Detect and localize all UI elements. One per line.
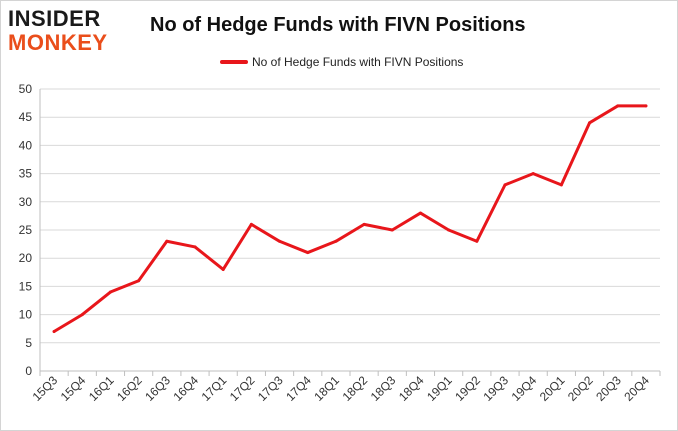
logo-line-1: INSIDER	[8, 6, 101, 31]
y-tick-label: 40	[19, 138, 33, 152]
x-tick-label: 18Q1	[311, 373, 342, 404]
data-point	[80, 313, 84, 317]
data-point	[165, 239, 169, 243]
chart-title: No of Hedge Funds with FIVN Positions	[150, 14, 526, 36]
data-point	[447, 228, 451, 232]
data-point	[588, 121, 592, 125]
data-point	[278, 239, 282, 243]
data-point	[306, 251, 310, 255]
data-point	[221, 267, 225, 271]
x-tick-label: 17Q4	[283, 373, 314, 404]
y-tick-labels: 0 5 10 15 20 25 30 35 40 45 50	[19, 82, 33, 378]
x-tick-label: 16Q3	[142, 373, 173, 404]
x-tick-label: 18Q3	[368, 373, 399, 404]
y-tick-label: 35	[19, 167, 33, 181]
data-point	[52, 330, 56, 334]
data-point	[193, 245, 197, 249]
data-point	[390, 228, 394, 232]
insider-monkey-logo: INSIDER MONKEY	[8, 6, 128, 54]
axes	[39, 89, 661, 376]
y-tick-label: 15	[19, 279, 33, 293]
gridlines	[40, 88, 660, 372]
y-tick-label: 25	[19, 223, 33, 237]
data-point	[108, 290, 112, 294]
data-point	[137, 279, 141, 283]
data-point	[644, 104, 648, 108]
data-point	[616, 104, 620, 108]
x-tick-labels: 15Q315Q416Q116Q216Q316Q417Q117Q217Q317Q4…	[30, 373, 653, 404]
x-tick-label: 19Q3	[480, 373, 511, 404]
x-tick-label: 20Q4	[621, 373, 652, 404]
x-tick-label: 20Q3	[593, 373, 624, 404]
series-line-0	[52, 104, 648, 334]
legend-label: No of Hedge Funds with FIVN Positions	[252, 55, 464, 69]
data-point	[249, 222, 253, 226]
x-tick-label: 15Q3	[30, 373, 61, 404]
x-tick-label: 17Q3	[255, 373, 286, 404]
x-tick-label: 16Q2	[114, 373, 145, 404]
y-tick-label: 45	[19, 110, 33, 124]
data-point	[475, 239, 479, 243]
data-point	[334, 239, 338, 243]
y-tick-label: 10	[19, 308, 33, 322]
chart-legend: No of Hedge Funds with FIVN Positions	[220, 54, 463, 70]
legend-swatch	[220, 60, 248, 64]
y-tick-label: 50	[19, 82, 33, 96]
data-point	[418, 211, 422, 215]
x-tick-label: 19Q4	[509, 373, 540, 404]
y-tick-label: 5	[25, 336, 32, 350]
y-tick-label: 0	[25, 364, 32, 378]
y-tick-label: 30	[19, 195, 33, 209]
data-point	[362, 222, 366, 226]
x-tick-label: 18Q2	[340, 373, 371, 404]
x-tick-label: 20Q2	[565, 373, 596, 404]
x-tick-label: 17Q1	[199, 373, 230, 404]
x-tick-label: 20Q1	[537, 373, 568, 404]
x-tick-label: 16Q1	[86, 373, 117, 404]
data-point	[503, 183, 507, 187]
x-tick-label: 17Q2	[227, 373, 258, 404]
data-point	[559, 183, 563, 187]
y-tick-label: 20	[19, 251, 33, 265]
data-point	[531, 172, 535, 176]
x-tick-label: 19Q1	[424, 373, 455, 404]
x-tick-label: 19Q2	[452, 373, 483, 404]
logo-line-2: MONKEY	[8, 30, 108, 55]
x-tick-label: 16Q4	[170, 373, 201, 404]
series	[52, 104, 648, 334]
x-tick-label: 18Q4	[396, 373, 427, 404]
x-tick-label: 15Q4	[58, 373, 89, 404]
